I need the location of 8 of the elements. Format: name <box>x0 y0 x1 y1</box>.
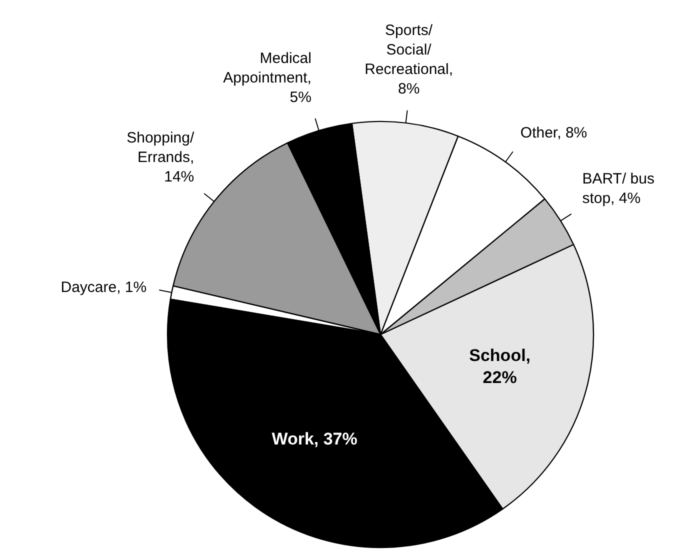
slice-label: Medical Appointment, 5% <box>223 50 312 106</box>
slice-label: BART/ bus stop, 4% <box>582 170 654 208</box>
slice-label: Daycare, 1% <box>60 278 147 296</box>
slice-label: Sports/ Social/ Recreational, 8% <box>364 22 454 98</box>
slice-label: Work, 37% <box>272 429 358 448</box>
slice-label: Shopping/ Errands, 14% <box>126 129 195 186</box>
slice-label: Other, 8% <box>520 124 588 142</box>
slice-label: School, 22% <box>469 346 531 387</box>
